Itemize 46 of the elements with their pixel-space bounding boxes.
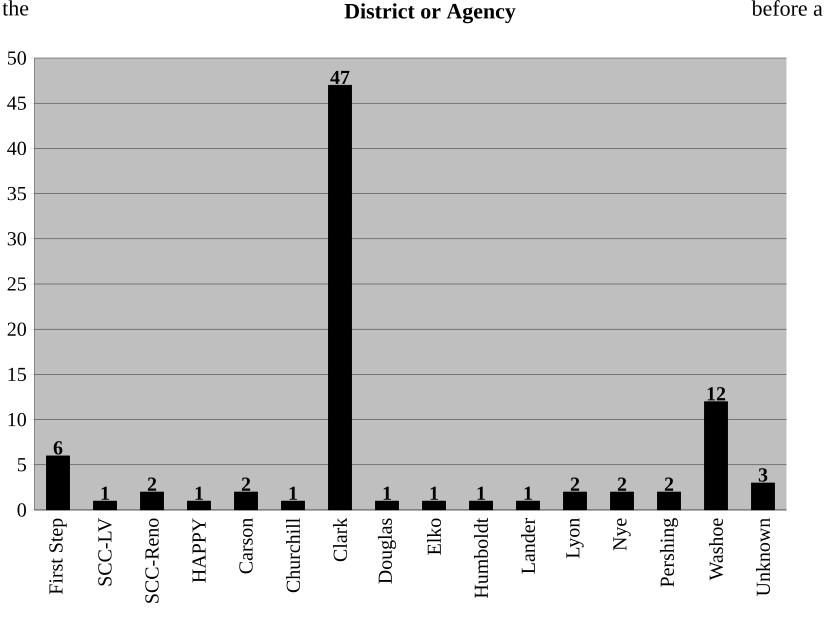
y-tick-label: 0 bbox=[18, 503, 26, 517]
data-label: 2 bbox=[242, 478, 250, 491]
data-label: 3 bbox=[758, 468, 768, 482]
data-label: 2 bbox=[618, 478, 626, 491]
y-tick-label: 5 bbox=[18, 458, 26, 472]
x-tick-label: Lyon bbox=[566, 518, 584, 558]
y-tick-label: 40 bbox=[7, 142, 26, 156]
x-tick-label: Churchill bbox=[286, 518, 300, 592]
text: the bbox=[2, 0, 28, 16]
x-tick-label: Washoe bbox=[708, 518, 724, 580]
x-tick-label: Pershing bbox=[660, 518, 678, 587]
text: before a bbox=[752, 0, 823, 16]
y-tick-label: 10 bbox=[8, 412, 26, 426]
data-label: 1 bbox=[196, 486, 203, 500]
chart-title: District or Agency bbox=[344, 3, 516, 24]
y-tick-label: 50 bbox=[8, 51, 26, 65]
data-label: 1 bbox=[430, 486, 438, 500]
data-label: 1 bbox=[102, 486, 109, 500]
data-label: 6 bbox=[54, 441, 62, 455]
x-tick-label: Carson bbox=[239, 518, 253, 574]
x-tick-label: Clark bbox=[332, 518, 348, 562]
data-label: 47 bbox=[330, 70, 350, 84]
y-tick-label: 25 bbox=[8, 277, 26, 291]
data-label: 1 bbox=[290, 486, 297, 500]
y-tick-label: 30 bbox=[8, 232, 26, 246]
y-tick-label: 20 bbox=[8, 322, 26, 336]
x-tick-label: Nye bbox=[613, 518, 631, 550]
data-label: 1 bbox=[478, 486, 485, 500]
data-label: 1 bbox=[524, 486, 532, 500]
data-label: 1 bbox=[384, 486, 391, 500]
y-tick-label: 45 bbox=[7, 96, 26, 110]
x-tick-label: First Step bbox=[49, 518, 67, 594]
data-label: 2 bbox=[664, 478, 674, 491]
x-tick-label: HAPPY bbox=[192, 518, 206, 583]
data-label: 12 bbox=[708, 387, 726, 400]
x-tick-label: Unknown bbox=[756, 518, 770, 596]
data-label: 2 bbox=[148, 478, 156, 491]
x-tick-label: SCC-LV bbox=[98, 518, 112, 586]
data-label: 2 bbox=[570, 478, 580, 491]
y-tick-label: 35 bbox=[8, 186, 26, 200]
y-tick-label: 15 bbox=[8, 368, 26, 382]
x-tick-label: Humboldt bbox=[474, 518, 488, 598]
x-tick-label: SCC-Reno bbox=[145, 518, 159, 603]
x-tick-label: Elko bbox=[426, 518, 442, 555]
x-tick-label: Douglas bbox=[378, 518, 396, 584]
x-tick-label: Lander bbox=[520, 518, 536, 574]
